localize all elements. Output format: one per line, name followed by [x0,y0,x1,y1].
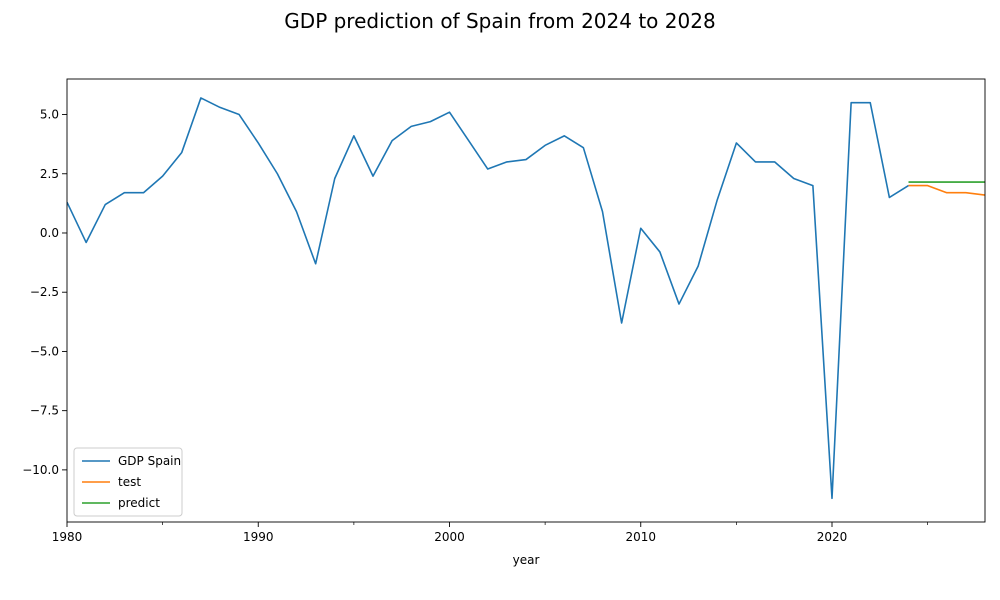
y-tick-label: −5.0 [30,344,59,358]
y-axis: 5.0 2.5 0.0 −2.5 −5.0 −7.5 −10.0 [22,108,67,477]
x-tick-label: 2020 [817,530,848,544]
y-tick-label: 0.0 [40,226,59,240]
series-line-1 [908,184,985,196]
y-tick-label: 2.5 [40,167,59,181]
y-tick-label: −10.0 [22,463,59,477]
plot-area [66,78,986,523]
x-tick-label: 2010 [625,530,656,544]
y-tick-label: −2.5 [30,285,59,299]
y-tick-label: 5.0 [40,108,59,122]
legend-label: GDP Spain [118,454,181,468]
x-tick-label: 1980 [52,530,83,544]
legend: GDP Spain test predict [73,447,183,517]
x-axis-label: year [513,553,540,567]
x-axis: 1980 1990 2000 2010 2020 [52,522,928,544]
x-tick-label: 2000 [434,530,465,544]
y-tick-label: −7.5 [30,404,59,418]
chart-title: GDP prediction of Spain from 2024 to 202… [284,9,715,33]
legend-label: predict [118,496,160,510]
legend-label: test [118,475,141,489]
series-line-0 [67,97,909,500]
legend-box [73,447,183,517]
plot-frame [66,78,986,523]
x-tick-label: 1990 [243,530,274,544]
